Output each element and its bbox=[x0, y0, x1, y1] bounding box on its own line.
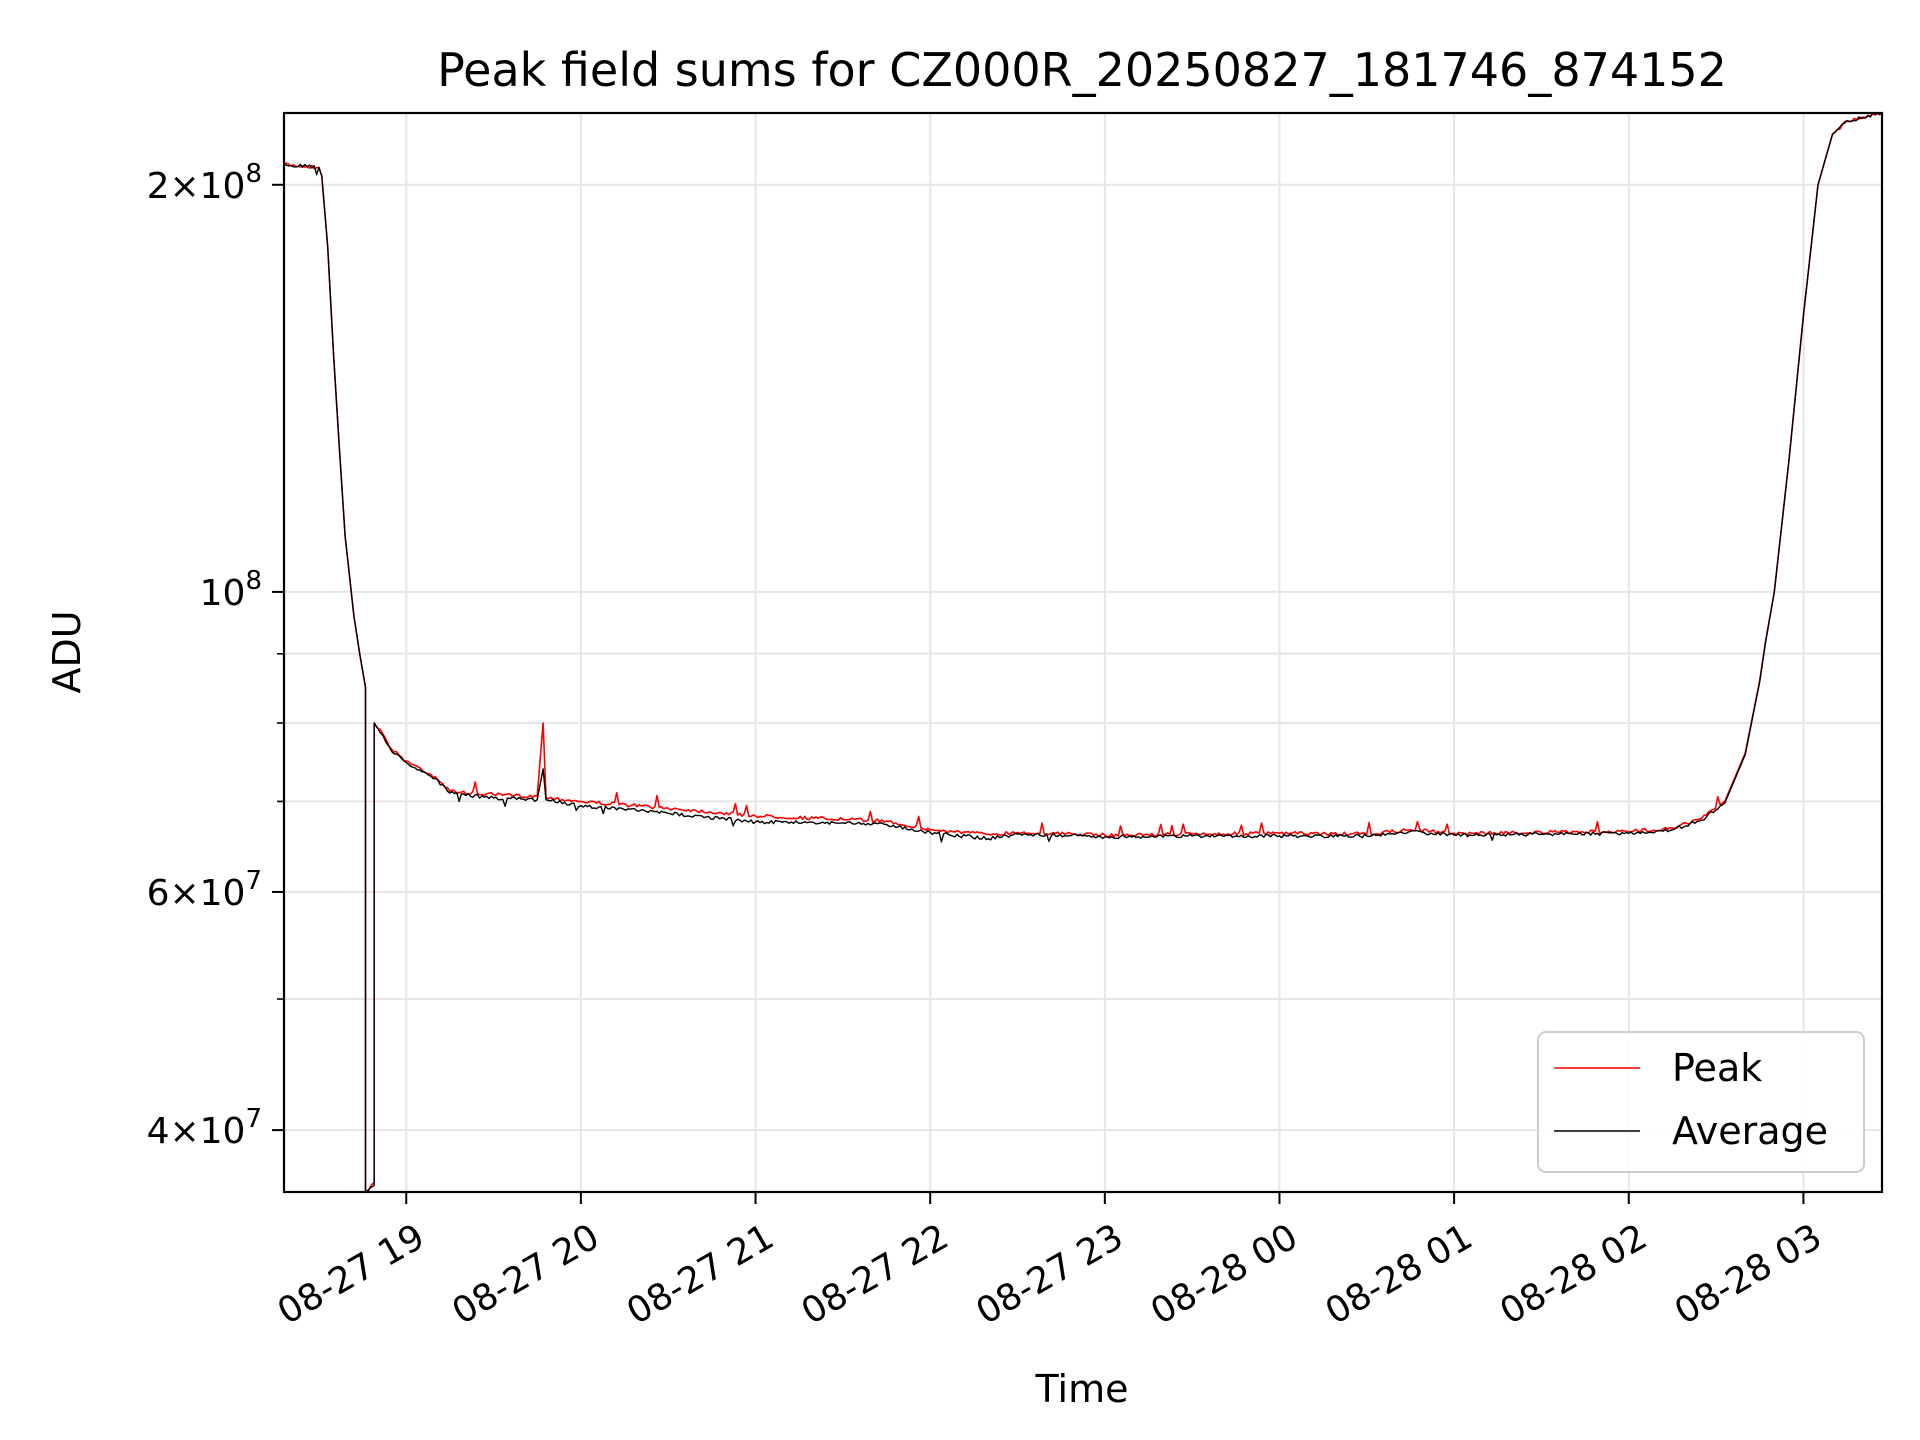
legend-box bbox=[1537, 1031, 1865, 1173]
legend: Peak Average bbox=[1537, 1031, 1865, 1173]
grid bbox=[284, 113, 1882, 1192]
y-axis-label: ADU bbox=[45, 610, 89, 693]
plot-frame bbox=[282, 111, 1884, 1194]
x-axis-label: Time bbox=[1035, 1367, 1129, 1411]
chart-title: Peak field sums for CZ000R_20250827_1817… bbox=[437, 43, 1727, 97]
series-layer bbox=[284, 113, 1882, 1192]
y-tick-label: 2×108 bbox=[147, 159, 262, 207]
series-line-average bbox=[284, 113, 1882, 1192]
y-tick-label: 6×107 bbox=[147, 866, 262, 914]
legend-label-average: Average bbox=[1672, 1109, 1828, 1153]
legend-label-peak: Peak bbox=[1672, 1046, 1762, 1090]
y-tick-label: 108 bbox=[200, 566, 262, 614]
y-tick-label: 4×107 bbox=[147, 1104, 262, 1152]
y-axis: 4×107 6×107 108 2×108 bbox=[147, 159, 284, 1152]
